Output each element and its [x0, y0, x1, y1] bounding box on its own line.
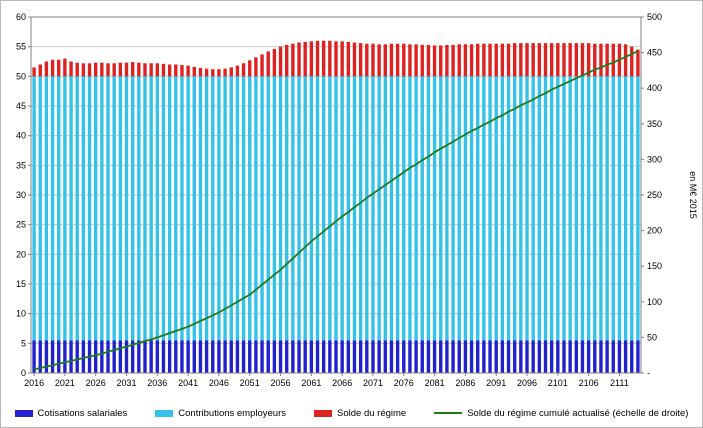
svg-text:55: 55: [16, 42, 26, 52]
svg-text:300: 300: [647, 154, 662, 164]
legend-item-solde-cumule: Solde du régime cumulé actualisé (échell…: [434, 408, 688, 419]
svg-text:100: 100: [647, 297, 662, 307]
legend-label-solde-du-regime: Solde du régime: [337, 407, 407, 419]
svg-text:10: 10: [16, 309, 26, 319]
chart-legend: Cotisations salariales Contributions emp…: [1, 399, 702, 427]
svg-text:2061: 2061: [301, 378, 321, 388]
legend-item-contributions-employeurs: Contributions employeurs: [155, 408, 286, 419]
svg-text:500: 500: [647, 12, 662, 22]
svg-text:400: 400: [647, 83, 662, 93]
svg-text:2076: 2076: [394, 378, 414, 388]
svg-text:50: 50: [647, 332, 657, 342]
svg-text:-: -: [647, 368, 650, 378]
svg-text:2031: 2031: [116, 378, 136, 388]
x-axis: 2016 2021 2026 2031 2036 2041 2046 2051 2056 2061…: [24, 373, 629, 388]
svg-text:20: 20: [16, 249, 26, 259]
svg-text:200: 200: [647, 226, 662, 236]
svg-text:2046: 2046: [209, 378, 229, 388]
svg-text:450: 450: [647, 48, 662, 58]
svg-text:25: 25: [16, 220, 26, 230]
svg-text:2026: 2026: [86, 378, 106, 388]
line-solde-cumule: [33, 50, 639, 371]
svg-text:60: 60: [16, 12, 26, 22]
svg-text:350: 350: [647, 119, 662, 129]
svg-text:2106: 2106: [579, 378, 599, 388]
svg-text:2051: 2051: [240, 378, 260, 388]
svg-text:5: 5: [21, 338, 26, 348]
legend-label-solde-cumule: Solde du régime cumulé actualisé (échell…: [467, 407, 689, 419]
legend-line-sample-solde-cumule: [434, 412, 463, 414]
svg-text:2101: 2101: [548, 378, 568, 388]
svg-text:2096: 2096: [517, 378, 537, 388]
svg-text:150: 150: [647, 261, 662, 271]
svg-text:2086: 2086: [455, 378, 475, 388]
svg-text:35: 35: [16, 160, 26, 170]
left-axis: 0 5 10 15 20 25 30 35 40 45 50 55 60: [16, 12, 31, 378]
legend-swatch-solde-du-regime: [314, 409, 333, 417]
svg-text:50: 50: [16, 71, 26, 81]
svg-text:0: 0: [21, 368, 26, 378]
svg-text:2036: 2036: [147, 378, 167, 388]
legend-swatch-contributions-employeurs: [155, 409, 174, 417]
legend-item-cotisations-salariales: Cotisations salariales: [14, 407, 128, 419]
svg-text:2021: 2021: [55, 378, 75, 388]
svg-text:2041: 2041: [178, 378, 198, 388]
stacked-bars: [32, 40, 640, 373]
svg-text:250: 250: [647, 190, 662, 200]
legend-swatch-cotisations-salariales: [14, 409, 33, 417]
svg-text:2111: 2111: [610, 378, 629, 388]
svg-text:2066: 2066: [332, 378, 352, 388]
right-axis: - 50 100 150 200 250 300 350 400 450 500: [641, 12, 662, 378]
chart-canvas: 0 5 10 15 20 25 30 35 40 45 50 55 60 - 50 100 150 200 250 3…: [16, 12, 698, 388]
svg-text:30: 30: [16, 190, 26, 200]
svg-text:2081: 2081: [425, 378, 445, 388]
legend-item-solde-du-regime: Solde du régime: [314, 408, 406, 419]
svg-text:40: 40: [16, 131, 26, 141]
svg-text:45: 45: [16, 101, 26, 111]
legend-label-contributions-employeurs: Contributions employeurs: [178, 407, 287, 419]
svg-text:2071: 2071: [363, 378, 383, 388]
svg-text:2091: 2091: [486, 378, 506, 388]
svg-text:15: 15: [16, 279, 26, 289]
right-axis-title: en M€ 2015: [688, 171, 698, 219]
svg-text:2056: 2056: [270, 378, 290, 388]
svg-text:2016: 2016: [24, 378, 44, 388]
legend-label-cotisations-salariales: Cotisations salariales: [37, 407, 128, 419]
